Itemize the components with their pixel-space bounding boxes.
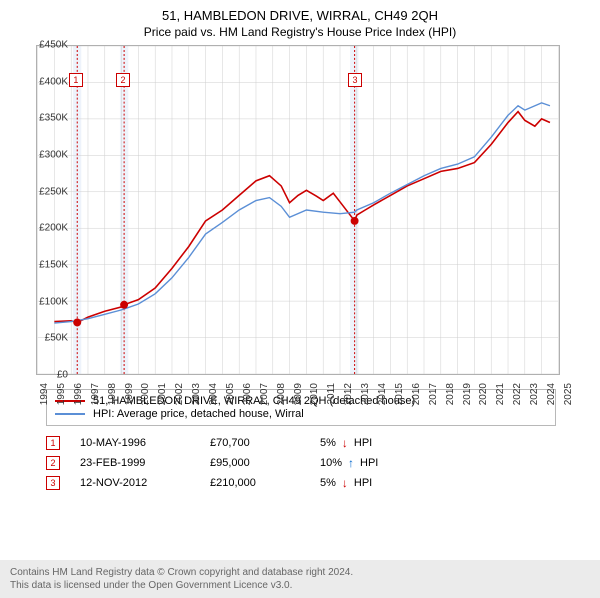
x-axis-tick-label: 2015 xyxy=(394,383,405,405)
x-axis-tick-label: 2001 xyxy=(157,383,168,405)
x-axis-tick-label: 2018 xyxy=(445,383,456,405)
legend-label: HPI: Average price, detached house, Wirr… xyxy=(93,408,304,420)
x-axis-tick-label: 2000 xyxy=(140,383,151,405)
sale-events: 1 10-MAY-1996 £70,700 5%↓HPI 2 23-FEB-1999 £95… xyxy=(46,436,556,490)
legend-swatch xyxy=(55,413,85,415)
x-axis-tick-label: 2010 xyxy=(309,383,320,405)
sale-event-marker: 2 xyxy=(46,456,60,470)
sale-event-price: £95,000 xyxy=(210,457,300,469)
sale-marker-1: 1 xyxy=(69,73,83,87)
sale-event-delta: 10%↑HPI xyxy=(320,456,378,470)
x-axis-tick-label: 2005 xyxy=(225,383,236,405)
y-axis-tick-label: £350K xyxy=(39,113,68,124)
series-property xyxy=(54,112,550,323)
sale-event-price: £210,000 xyxy=(210,477,300,489)
x-axis-tick-label: 2003 xyxy=(191,383,202,405)
sale-event-delta: 5%↓HPI xyxy=(320,476,372,490)
y-axis-tick-label: £400K xyxy=(39,76,68,87)
x-axis-tick-label: 2024 xyxy=(546,383,557,405)
x-axis-tick-label: 1999 xyxy=(124,383,135,405)
x-axis-tick-label: 2025 xyxy=(563,383,574,405)
sale-event-row: 1 10-MAY-1996 £70,700 5%↓HPI xyxy=(46,436,556,450)
x-axis-tick-label: 2008 xyxy=(276,383,287,405)
x-axis-tick-label: 2011 xyxy=(326,383,337,405)
arrow-down-icon: ↓ xyxy=(342,476,348,490)
footer-line-2: This data is licensed under the Open Gov… xyxy=(10,579,590,592)
chart-subtitle: Price paid vs. HM Land Registry's House … xyxy=(0,25,600,39)
sale-event-marker: 3 xyxy=(46,476,60,490)
x-axis-tick-label: 1995 xyxy=(56,383,67,405)
x-axis-tick-label: 1997 xyxy=(90,383,101,405)
y-axis-tick-label: £250K xyxy=(39,186,68,197)
x-axis-tick-label: 2020 xyxy=(478,383,489,405)
x-axis-tick-label: 2006 xyxy=(242,383,253,405)
y-axis-tick-label: £100K xyxy=(39,296,68,307)
x-axis-tick-label: 2016 xyxy=(411,383,422,405)
sale-marker-2: 2 xyxy=(116,73,130,87)
y-axis-tick-label: £150K xyxy=(39,260,68,271)
x-axis-tick-label: 2023 xyxy=(529,383,540,405)
x-axis-tick-label: 2017 xyxy=(428,383,439,405)
sale-event-price: £70,700 xyxy=(210,437,300,449)
x-axis-tick-label: 2022 xyxy=(512,383,523,405)
sale-event-row: 2 23-FEB-1999 £95,000 10%↑HPI xyxy=(46,456,556,470)
series-hpi xyxy=(54,103,550,323)
x-axis-tick-label: 2013 xyxy=(360,383,371,405)
x-axis-tick-label: 2012 xyxy=(343,383,354,405)
sale-event-date: 23-FEB-1999 xyxy=(80,457,190,469)
y-axis-tick-label: £200K xyxy=(39,223,68,234)
arrow-up-icon: ↑ xyxy=(348,456,354,470)
sale-event-date: 10-MAY-1996 xyxy=(80,437,190,449)
y-axis-tick-label: £450K xyxy=(39,40,68,51)
x-axis-tick-label: 1996 xyxy=(73,383,84,405)
x-axis-tick-label: 1994 xyxy=(39,383,50,405)
y-axis-tick-label: £50K xyxy=(45,333,68,344)
x-axis-tick-label: 1998 xyxy=(107,383,118,405)
sale-event-marker: 1 xyxy=(46,436,60,450)
x-axis-tick-label: 2009 xyxy=(293,383,304,405)
attribution-footer: Contains HM Land Registry data © Crown c… xyxy=(0,560,600,598)
x-axis-tick-label: 2019 xyxy=(462,383,473,405)
x-axis-tick-label: 2021 xyxy=(495,383,506,405)
y-axis-tick-label: £300K xyxy=(39,150,68,161)
arrow-down-icon: ↓ xyxy=(342,436,348,450)
y-axis-tick-label: £0 xyxy=(57,370,68,381)
sale-event-row: 3 12-NOV-2012 £210,000 5%↓HPI xyxy=(46,476,556,490)
chart-plot xyxy=(36,45,560,375)
chart-area: £0£50K£100K£150K£200K£250K£300K£350K£400… xyxy=(36,45,596,375)
x-axis-tick-label: 2004 xyxy=(208,383,219,405)
sale-event-delta: 5%↓HPI xyxy=(320,436,372,450)
x-axis-tick-label: 2002 xyxy=(174,383,185,405)
sale-event-date: 12-NOV-2012 xyxy=(80,477,190,489)
footer-line-1: Contains HM Land Registry data © Crown c… xyxy=(10,566,590,579)
x-axis-tick-label: 2014 xyxy=(377,383,388,405)
x-axis-tick-label: 2007 xyxy=(259,383,270,405)
sale-marker-3: 3 xyxy=(348,73,362,87)
legend-item: HPI: Average price, detached house, Wirr… xyxy=(55,408,547,420)
chart-title: 51, HAMBLEDON DRIVE, WIRRAL, CH49 2QH xyxy=(0,8,600,23)
